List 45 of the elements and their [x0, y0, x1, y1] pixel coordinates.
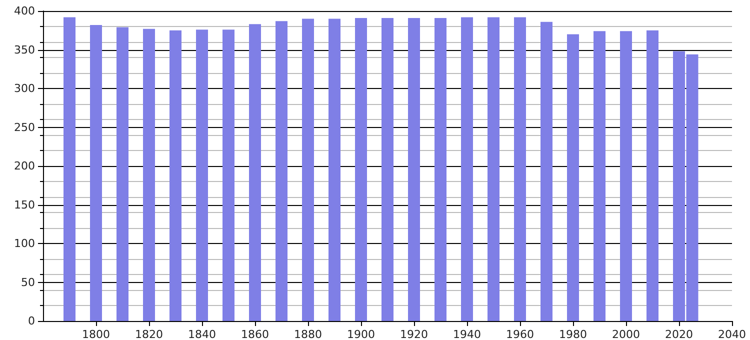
- bar: [567, 34, 579, 321]
- bar: [116, 27, 128, 321]
- bar: [540, 22, 552, 321]
- bar: [488, 17, 500, 321]
- bar: [302, 18, 314, 321]
- bar: [382, 18, 394, 321]
- x-tick-label: 1980: [559, 328, 587, 340]
- x-tick-label: 1840: [188, 328, 216, 340]
- x-tick-label: 2040: [718, 328, 746, 340]
- bar: [408, 18, 420, 321]
- bar: [355, 18, 367, 321]
- x-tick-label: 1960: [506, 328, 534, 340]
- bar: [196, 30, 208, 321]
- y-tick-label: 50: [21, 276, 35, 289]
- bar: [461, 17, 473, 321]
- bar: [328, 18, 340, 321]
- bar: [222, 30, 234, 321]
- y-tick-label: 250: [14, 120, 35, 134]
- y-tick-label: 100: [14, 237, 35, 250]
- x-tick-label: 1900: [347, 328, 375, 340]
- bar: [170, 30, 182, 321]
- bar: [143, 28, 155, 321]
- bar: [434, 18, 446, 321]
- y-tick-label: 150: [14, 198, 35, 212]
- bar: [514, 17, 526, 321]
- x-tick-label: 1940: [453, 328, 481, 340]
- x-tick-label: 2020: [665, 328, 693, 340]
- x-tick-label: 1820: [135, 328, 163, 340]
- bar: [620, 31, 632, 321]
- bar: [276, 21, 288, 321]
- bar: [249, 24, 261, 321]
- y-tick-label: 300: [14, 82, 35, 95]
- bar: [64, 17, 76, 321]
- bar: [594, 31, 606, 321]
- x-tick-label: 1880: [294, 328, 322, 340]
- bar: [90, 24, 102, 321]
- y-tick-label: 350: [14, 43, 35, 56]
- bar: [646, 30, 658, 321]
- y-tick-label: 0: [28, 314, 35, 328]
- x-tick-label: 1860: [241, 328, 269, 340]
- y-tick-label: 400: [14, 4, 35, 18]
- x-tick-label: 2000: [612, 328, 640, 340]
- y-tick-label: 200: [14, 160, 35, 172]
- x-tick-label: 1920: [400, 328, 428, 340]
- x-tick-label: 1800: [82, 328, 110, 340]
